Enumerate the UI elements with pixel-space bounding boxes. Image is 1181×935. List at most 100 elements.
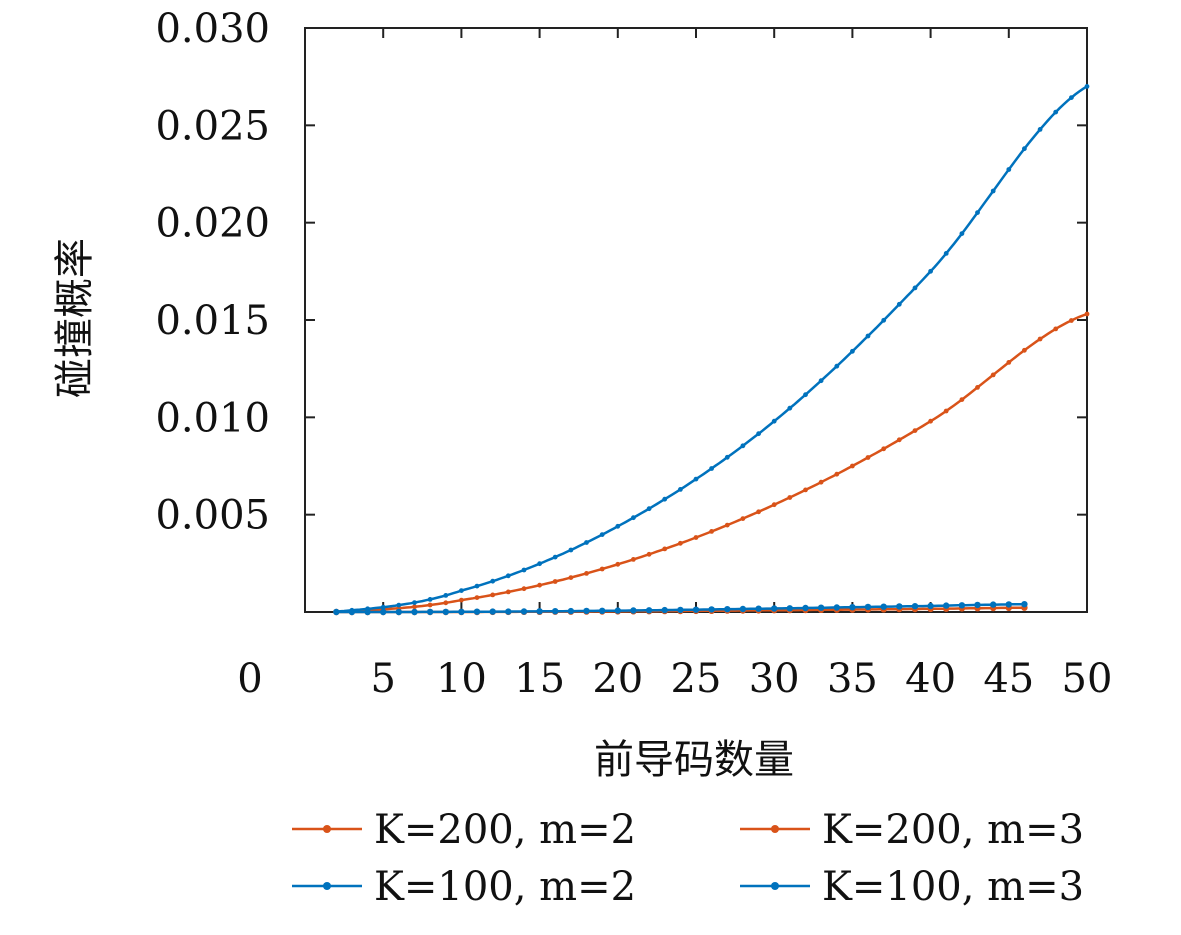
data-point xyxy=(740,516,746,521)
data-point xyxy=(521,567,527,573)
data-point xyxy=(693,476,699,482)
data-point xyxy=(724,522,730,528)
data-point xyxy=(537,561,542,567)
legend-swatch-marker xyxy=(771,825,779,833)
legend-item: K=100, m=3 xyxy=(740,864,1084,910)
data-point xyxy=(1053,109,1059,115)
y-tick-label: 0.020 xyxy=(155,201,270,247)
data-point xyxy=(584,571,589,576)
data-point xyxy=(567,607,575,615)
data-point xyxy=(552,608,559,615)
x-tick-label: 45 xyxy=(983,656,1034,702)
data-point xyxy=(1069,318,1074,323)
legend-item: K=100, m=2 xyxy=(292,864,636,910)
data-point xyxy=(959,397,965,402)
data-point xyxy=(631,557,636,562)
data-point xyxy=(881,446,887,452)
data-point xyxy=(662,496,668,502)
plot-border xyxy=(304,27,1088,613)
data-point xyxy=(412,600,417,605)
data-point xyxy=(1053,326,1059,332)
data-point xyxy=(645,607,653,614)
x-tick-label: 5 xyxy=(370,656,395,702)
data-point xyxy=(756,431,761,437)
data-point xyxy=(474,583,480,589)
data-point xyxy=(864,603,872,611)
data-point xyxy=(1037,336,1043,342)
data-point xyxy=(803,487,808,493)
data-point xyxy=(818,479,824,485)
legend-item: K=200, m=2 xyxy=(292,807,636,853)
data-point xyxy=(536,608,543,615)
data-point xyxy=(520,608,528,615)
x-tick-label: 15 xyxy=(514,656,565,702)
data-point xyxy=(380,608,387,616)
data-point xyxy=(490,578,496,584)
data-point xyxy=(958,602,966,609)
data-point xyxy=(521,586,527,592)
data-point xyxy=(443,593,449,598)
data-point xyxy=(850,463,855,469)
data-point xyxy=(395,608,402,616)
legend: K=200, m=2 K=200, m=3 K=100, m=2 K=100, m=3 xyxy=(292,807,1084,910)
data-point xyxy=(427,597,433,602)
x-tick-label: 20 xyxy=(592,656,643,702)
data-point xyxy=(833,604,840,611)
data-point xyxy=(896,603,903,610)
data-point xyxy=(802,604,809,612)
legend-label: K=100, m=2 xyxy=(374,864,636,910)
x-tick-label: 25 xyxy=(671,656,722,702)
data-point xyxy=(756,509,761,515)
data-point xyxy=(599,607,606,614)
data-point xyxy=(599,566,605,572)
data-point xyxy=(928,418,933,424)
data-point xyxy=(709,529,714,534)
data-point xyxy=(943,408,949,414)
data-point xyxy=(1022,347,1027,353)
data-point xyxy=(896,301,902,307)
data-point xyxy=(881,317,887,323)
data-point xyxy=(505,589,511,595)
x-axis: 0 5 10 15 20 25 30 35 40 45 50 xyxy=(237,28,1112,702)
data-point xyxy=(990,188,996,194)
legend-swatch-marker xyxy=(323,882,331,890)
y-tick-label: 0.005 xyxy=(155,493,270,539)
data-point xyxy=(911,603,919,610)
data-point xyxy=(817,604,825,611)
series-3 xyxy=(333,84,1090,614)
legend-swatch-marker xyxy=(323,825,331,833)
data-point xyxy=(614,607,621,614)
data-point xyxy=(693,535,699,540)
data-point xyxy=(849,604,856,611)
data-point xyxy=(943,251,949,256)
data-point xyxy=(662,546,668,552)
data-point xyxy=(975,385,980,390)
y-axis: 0.005 0.010 0.015 0.020 0.025 0.030 xyxy=(155,6,1087,539)
data-point xyxy=(490,592,496,598)
data-point xyxy=(552,579,558,584)
y-tick-label: 0.030 xyxy=(155,6,270,52)
data-point xyxy=(1021,601,1028,608)
data-point xyxy=(661,606,668,614)
data-point xyxy=(787,405,793,411)
legend-label: K=200, m=3 xyxy=(822,807,1084,853)
data-point xyxy=(975,210,980,216)
data-point xyxy=(473,608,481,615)
data-point xyxy=(1037,126,1043,132)
data-point xyxy=(599,532,605,537)
data-point xyxy=(396,602,402,608)
data-point xyxy=(834,471,840,477)
data-point xyxy=(631,515,636,521)
data-point xyxy=(1006,360,1012,365)
series-layer xyxy=(333,84,1090,616)
data-point xyxy=(834,363,840,369)
data-point xyxy=(364,608,371,616)
data-point xyxy=(724,454,730,460)
data-point xyxy=(1069,95,1074,100)
data-point xyxy=(990,372,996,378)
data-point xyxy=(678,540,683,546)
series-1 xyxy=(333,311,1090,615)
data-point xyxy=(333,608,340,616)
x-axis-title: 前导码数量 xyxy=(594,737,794,783)
